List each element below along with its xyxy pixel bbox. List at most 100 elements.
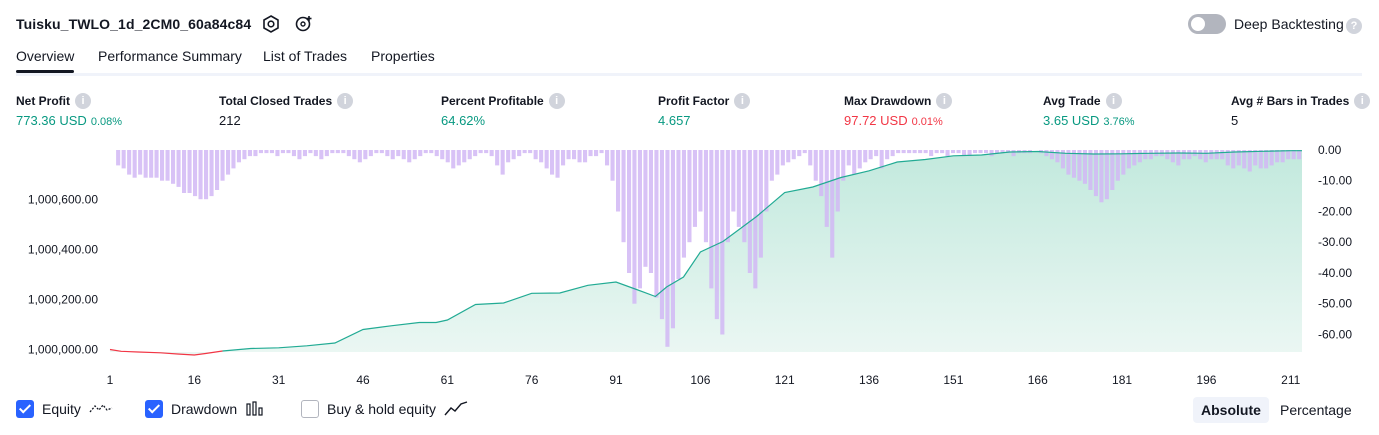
drawdown-bar (896, 150, 900, 153)
drawdown-bar (352, 150, 356, 159)
metric-value: 773.36 USD (16, 113, 87, 128)
metric-total-closed-trades: Total Closed Trades i 212 (219, 93, 353, 128)
drawdown-bar (286, 150, 290, 153)
drawdown-bar (622, 150, 626, 242)
equity-checkbox[interactable] (16, 400, 34, 418)
drawdown-bar (1149, 150, 1153, 159)
drawdown-bar (594, 150, 598, 156)
metric-value: 64.62% (441, 113, 485, 128)
drawdown-bar (1143, 150, 1147, 159)
legend-drawdown[interactable]: Drawdown (145, 400, 267, 418)
drawdown-bar (803, 150, 807, 153)
bar-chart-icon (245, 400, 267, 418)
info-icon[interactable]: i (549, 93, 565, 109)
tab-properties[interactable]: Properties (371, 48, 435, 64)
add-to-chart-icon[interactable] (294, 14, 314, 34)
x-axis-tick-label: 166 (1028, 373, 1048, 387)
drawdown-bar (946, 150, 950, 156)
drawdown-bar (874, 150, 878, 156)
metric-avg-bars-in-trades: Avg # Bars in Trades i 5 (1231, 93, 1370, 128)
drawdown-bar (303, 150, 307, 156)
drawdown-bar (226, 150, 230, 175)
equity-label: Equity (42, 401, 81, 417)
drawdown-bar (759, 150, 763, 258)
drawdown-bar (363, 150, 367, 159)
absolute-button[interactable]: Absolute (1193, 397, 1269, 423)
deep-backtesting-toggle[interactable] (1188, 14, 1226, 34)
drawdown-bar (885, 150, 889, 159)
drawdown-bar (495, 150, 499, 165)
legend-buy-hold[interactable]: Buy & hold equity (301, 400, 468, 418)
tab-bar: Overview Performance Summary List of Tra… (16, 42, 1362, 76)
drawdown-bar (990, 150, 994, 156)
legend-equity[interactable]: Equity (16, 400, 113, 418)
info-icon[interactable]: i (1354, 93, 1370, 109)
tab-list-of-trades[interactable]: List of Trades (263, 48, 347, 64)
metric-value: 4.657 (658, 113, 691, 128)
drawdown-bar (1012, 150, 1016, 156)
info-icon[interactable]: i (75, 93, 91, 109)
drawdown-bar (160, 150, 164, 181)
drawdown-bar (698, 150, 702, 212)
help-icon[interactable]: ? (1346, 18, 1362, 34)
equity-drawdown-chart[interactable]: 1,000,000.00 1,000,200.00 1,000,400.00 1,00… (0, 140, 1379, 390)
drawdown-bar (918, 150, 922, 153)
right-axis: 0.00-10.00-20.00-30.00-40.00-50.00-60.00 (1318, 143, 1352, 341)
drawdown-bar (264, 150, 268, 153)
x-axis: 1 16 31 46 61 76 91 106 121 136 151 166 181 196 211 (107, 373, 1301, 387)
drawdown-bar (1275, 150, 1279, 162)
metric-net-profit: Net Profit i 773.36 USD 0.08% (16, 93, 122, 128)
tab-overview[interactable]: Overview (16, 48, 74, 64)
percentage-button[interactable]: Percentage (1272, 397, 1360, 423)
drawdown-bar (638, 150, 642, 288)
x-axis-tick-label: 61 (441, 373, 455, 387)
drawdown-bar (847, 150, 851, 165)
equity-line-icon (89, 400, 113, 418)
drawdown-bar (457, 150, 461, 165)
drawdown-bar (275, 150, 279, 156)
info-icon[interactable]: i (1106, 93, 1122, 109)
left-axis-tick-label: 1,000,000.00 (28, 343, 98, 357)
drawdown-bar (748, 150, 752, 273)
drawdown-bar (336, 150, 340, 153)
drawdown-bar (512, 150, 516, 159)
drawdown-bar (204, 150, 208, 199)
drawdown-bar (830, 150, 834, 258)
drawdown-bar (715, 150, 719, 319)
drawdown-bar (484, 150, 488, 153)
drawdown-bar (852, 150, 856, 175)
drawdown-bar (578, 150, 582, 162)
drawdown-checkbox[interactable] (145, 400, 163, 418)
drawdown-bar (402, 150, 406, 159)
drawdown-bar (319, 150, 323, 159)
drawdown-bar (726, 150, 730, 242)
tab-performance-summary[interactable]: Performance Summary (98, 48, 242, 64)
drawdown-bar (649, 150, 653, 273)
info-icon[interactable]: i (734, 93, 750, 109)
drawdown-bar (347, 150, 351, 156)
drawdown-bar (1215, 150, 1219, 159)
drawdown-bar (440, 150, 444, 159)
buy-hold-label: Buy & hold equity (327, 401, 436, 417)
strategy-title: Tuisku_TWLO_1d_2CM0_60a84c84 (16, 16, 251, 32)
drawdown-bar (479, 150, 483, 153)
settings-icon[interactable] (261, 14, 281, 34)
info-icon[interactable]: i (337, 93, 353, 109)
info-icon[interactable]: i (936, 93, 952, 109)
drawdown-bar (775, 150, 779, 175)
drawdown-bar (253, 150, 257, 156)
drawdown-bar (133, 150, 137, 178)
drawdown-bar (654, 150, 658, 298)
x-axis-tick-label: 1 (107, 373, 114, 387)
drawdown-bar (1127, 150, 1131, 168)
drawdown-bar (940, 150, 944, 153)
drawdown-bar (341, 150, 345, 153)
drawdown-bar (221, 150, 225, 181)
x-axis-tick-label: 31 (272, 373, 286, 387)
drawdown-bar (369, 150, 373, 156)
drawdown-bar (418, 150, 422, 156)
drawdown-bar (1083, 150, 1087, 184)
buy-hold-checkbox[interactable] (301, 400, 319, 418)
drawdown-bar (545, 150, 549, 168)
drawdown-bar (424, 150, 428, 153)
